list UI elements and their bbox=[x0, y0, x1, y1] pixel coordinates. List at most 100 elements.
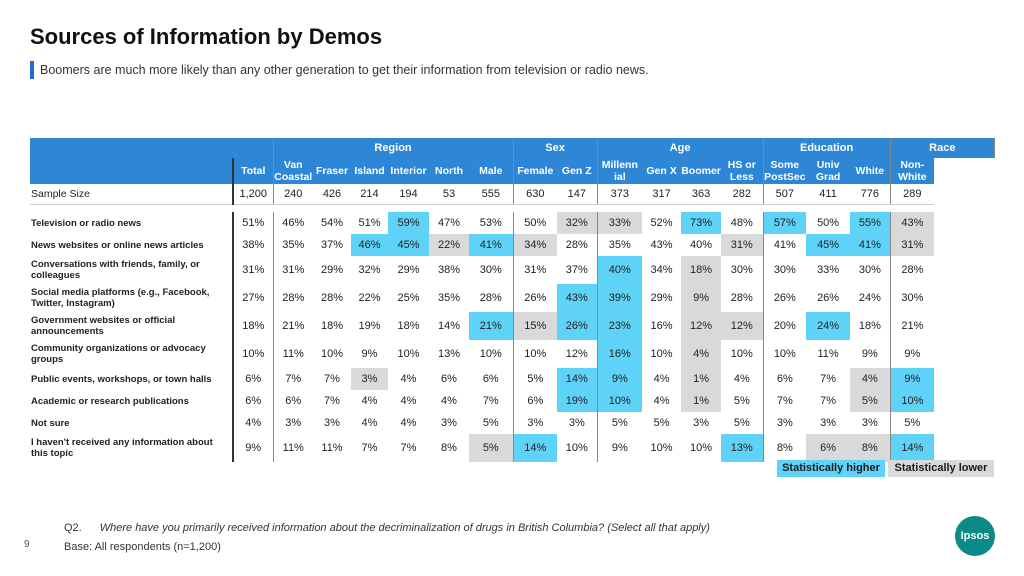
table-cell: 11% bbox=[282, 348, 304, 360]
table-cell: 24% bbox=[850, 284, 891, 312]
table-cell: 1% bbox=[681, 390, 722, 412]
table-cell: 3% bbox=[557, 412, 598, 434]
table-cell: 6% bbox=[285, 395, 302, 407]
table-cell: 28% bbox=[557, 234, 598, 256]
table-cell: 34% bbox=[650, 264, 673, 276]
table-cell: 31% bbox=[282, 264, 305, 276]
table-cell: 3% bbox=[351, 368, 388, 390]
row-label: Community organizations or advocacy grou… bbox=[30, 340, 234, 368]
table-cell: 12% bbox=[721, 312, 764, 340]
table-cell: 27% bbox=[233, 284, 274, 312]
table-cell: 12% bbox=[557, 340, 598, 368]
column-header: Non-White bbox=[890, 158, 935, 184]
subtitle-accent-bar bbox=[30, 61, 34, 79]
table-cell: 7% bbox=[469, 390, 514, 412]
table-cell: 30% bbox=[469, 256, 514, 284]
table-cell: 8% bbox=[850, 434, 891, 462]
table-cell: 21% bbox=[901, 320, 924, 332]
table-cell: 47% bbox=[437, 217, 461, 229]
table-cell: 19% bbox=[358, 320, 381, 332]
table-cell: 51% bbox=[233, 212, 274, 234]
table-cell: 9% bbox=[611, 442, 628, 454]
table-cell: 73% bbox=[681, 212, 722, 234]
table-cell: 33% bbox=[597, 212, 643, 234]
table-cell: 35% bbox=[608, 239, 631, 251]
column-header: Millenn ial bbox=[597, 158, 643, 184]
sample-size-cell: 289 bbox=[890, 184, 935, 205]
table-cell: 55% bbox=[850, 212, 891, 234]
table-cell: 7% bbox=[324, 395, 340, 407]
table-row: Public events, workshops, or town halls 6… bbox=[30, 368, 995, 390]
table-cell: 6% bbox=[233, 368, 274, 390]
table-cell: 8% bbox=[441, 442, 457, 454]
table-cell: 28% bbox=[469, 284, 514, 312]
table-cell: 48% bbox=[721, 212, 764, 234]
table-cell: 37% bbox=[557, 256, 598, 284]
table-cell: 14% bbox=[557, 368, 598, 390]
table-row: Social media platforms (e.g., Facebook, … bbox=[30, 284, 995, 312]
table-cell: 7% bbox=[820, 395, 837, 407]
table-cell: 31% bbox=[524, 264, 547, 276]
table-cell: 3% bbox=[693, 417, 709, 429]
sample-size-cell: 776 bbox=[850, 184, 891, 205]
table-cell: 18% bbox=[850, 312, 891, 340]
table-cell: 3% bbox=[441, 417, 457, 429]
table-row: Television or radio news 51% 46% 54% 51% 59% 4… bbox=[30, 212, 995, 234]
row-label: Social media platforms (e.g., Facebook, … bbox=[30, 284, 234, 312]
table-cell: 30% bbox=[901, 292, 924, 304]
table-cell: 57% bbox=[763, 212, 807, 234]
column-header: White bbox=[850, 158, 891, 184]
row-label: News websites or online news articles bbox=[30, 234, 234, 256]
table-cell: 45% bbox=[806, 234, 851, 256]
group-header-row: Region Sex Age Education Race bbox=[30, 138, 996, 158]
table-cell: 32% bbox=[557, 212, 598, 234]
table-cell: 10% bbox=[773, 348, 796, 360]
table-cell: 50% bbox=[524, 217, 547, 229]
table-cell: 9% bbox=[597, 368, 643, 390]
column-header: Gen Z bbox=[557, 158, 598, 184]
table-cell: 30% bbox=[850, 256, 891, 284]
column-header: North bbox=[429, 158, 469, 184]
table-cell: 5% bbox=[611, 417, 628, 429]
table-cell: 4% bbox=[850, 368, 891, 390]
table-cell: 7% bbox=[361, 442, 378, 454]
table-cell: 5% bbox=[904, 417, 921, 429]
table-cell: 9% bbox=[890, 368, 935, 390]
table-cell: 1% bbox=[681, 368, 722, 390]
table-row: Academic or research publications 6% 6% 7% 4… bbox=[30, 390, 995, 412]
group-header-age: Age bbox=[597, 138, 764, 158]
table-row: Community organizations or advocacy grou… bbox=[30, 340, 995, 368]
table-cell: 10% bbox=[469, 340, 514, 368]
table-cell: 4% bbox=[361, 395, 378, 407]
table-cell: 31% bbox=[233, 256, 274, 284]
table-cell: 9% bbox=[681, 284, 722, 312]
table-cell: 13% bbox=[437, 348, 461, 360]
table-cell: 26% bbox=[524, 292, 547, 304]
sample-size-cell: 282 bbox=[721, 184, 764, 205]
table-cell: 25% bbox=[397, 292, 420, 304]
legend-statistically-lower: Statistically lower bbox=[888, 460, 994, 477]
group-header-education: Education bbox=[763, 138, 891, 158]
table-cell: 24% bbox=[806, 312, 851, 340]
sample-size-cell: 147 bbox=[557, 184, 598, 205]
table-cell: 22% bbox=[429, 234, 469, 256]
table-cell: 50% bbox=[817, 217, 840, 229]
table-cell: 7% bbox=[820, 373, 837, 385]
column-header: Boomer bbox=[681, 158, 722, 184]
table-cell: 4% bbox=[400, 395, 417, 407]
table-cell: 6% bbox=[806, 434, 851, 462]
table-cell: 37% bbox=[320, 239, 344, 251]
table-cell: 10% bbox=[890, 390, 935, 412]
column-header: Female bbox=[513, 158, 558, 184]
column-header: Van Coastal bbox=[273, 158, 313, 184]
table-cell: 15% bbox=[513, 312, 558, 340]
page-title: Sources of Information by Demos bbox=[30, 24, 383, 49]
page-subtitle: Boomers are much more likely than any ot… bbox=[40, 63, 649, 77]
column-header-row: Total Van Coastal Fraser Island Interior Nort… bbox=[30, 158, 995, 184]
sample-size-cell: 411 bbox=[806, 184, 851, 205]
table-cell: 10% bbox=[650, 442, 673, 454]
table-cell: 14% bbox=[890, 434, 935, 462]
table-cell: 54% bbox=[320, 217, 344, 229]
ipsos-logo: Ipsos bbox=[955, 516, 995, 556]
table-cell: 6% bbox=[527, 395, 544, 407]
